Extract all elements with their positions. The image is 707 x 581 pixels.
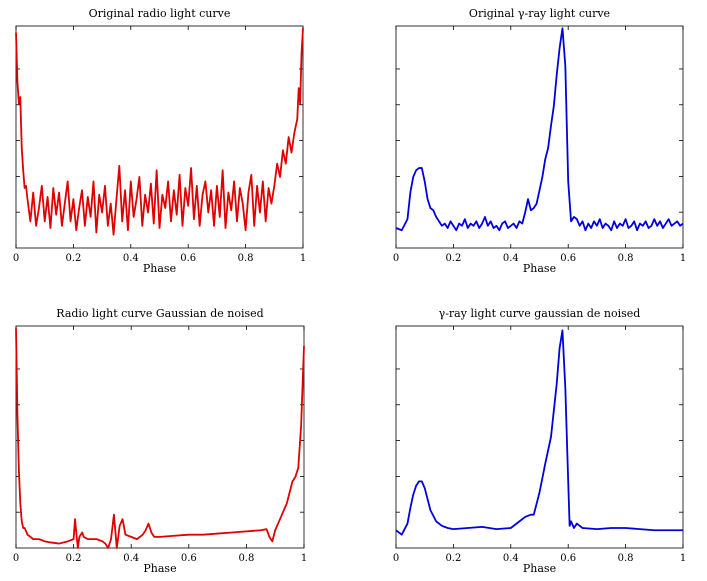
x-tick-label: 0 <box>393 253 399 264</box>
x-tick-label: 1 <box>300 253 306 264</box>
chart-panel-3: Radio light curve Gaussian de noised 0 0.2… <box>13 307 307 575</box>
x-tick-label: 0 <box>393 553 399 564</box>
x-tick-label: 0.4 <box>123 553 139 564</box>
plot-frame <box>395 25 684 249</box>
x-axis-label: Phase <box>523 262 556 275</box>
x-tick-label: 0.8 <box>618 253 634 264</box>
chart-title: Original radio light curve <box>89 7 231 20</box>
x-tick-label: 0.2 <box>445 253 461 264</box>
x-tick-label: 0.6 <box>560 253 576 264</box>
x-tick-label: 0.2 <box>66 553 82 564</box>
x-tick-label: 1 <box>301 553 307 564</box>
series-line <box>395 27 684 232</box>
chart-title: Radio light curve Gaussian de noised <box>56 307 263 320</box>
x-axis-label: Phase <box>523 562 556 575</box>
plot-frame <box>15 25 304 249</box>
x-tick-label: 1 <box>680 253 686 264</box>
x-tick-label: 0.4 <box>503 553 519 564</box>
series-line <box>15 28 304 236</box>
x-tick-label: 0.6 <box>560 553 576 564</box>
chart-panel-1: Original radio light curve 0 0.2 0.4 0.6 0.8 1… <box>13 7 306 275</box>
x-tick-label: 0.8 <box>238 553 254 564</box>
plot-frame <box>15 325 305 549</box>
x-axis-label: Phase <box>143 262 176 275</box>
series-line <box>395 329 683 536</box>
x-axis-label: Phase <box>143 562 176 575</box>
x-tick-label: 0.6 <box>181 553 197 564</box>
x-tick-label: 0.2 <box>65 253 81 264</box>
x-tick-label: 0.4 <box>503 253 519 264</box>
x-tick-label: 0.6 <box>180 253 196 264</box>
x-tick-label: 0.8 <box>618 553 634 564</box>
x-tick-label: 0.4 <box>123 253 139 264</box>
x-tick-label: 0 <box>13 553 19 564</box>
chart-title: γ-ray light curve gaussian de noised <box>439 307 641 320</box>
chart-panel-2: Original γ-ray light curve 0 0.2 0.4 0.6 0.8 1… <box>393 7 686 275</box>
chart-title: Original γ-ray light curve <box>469 7 610 20</box>
x-tick-label: 0.2 <box>445 553 461 564</box>
x-tick-label: 0.8 <box>238 253 254 264</box>
x-tick-label: 0 <box>13 253 19 264</box>
series-line <box>15 328 305 549</box>
x-tick-label: 1 <box>680 553 686 564</box>
plot-frame <box>395 325 684 549</box>
chart-panel-4: γ-ray light curve gaussian de noised 0 0.2… <box>393 307 686 575</box>
